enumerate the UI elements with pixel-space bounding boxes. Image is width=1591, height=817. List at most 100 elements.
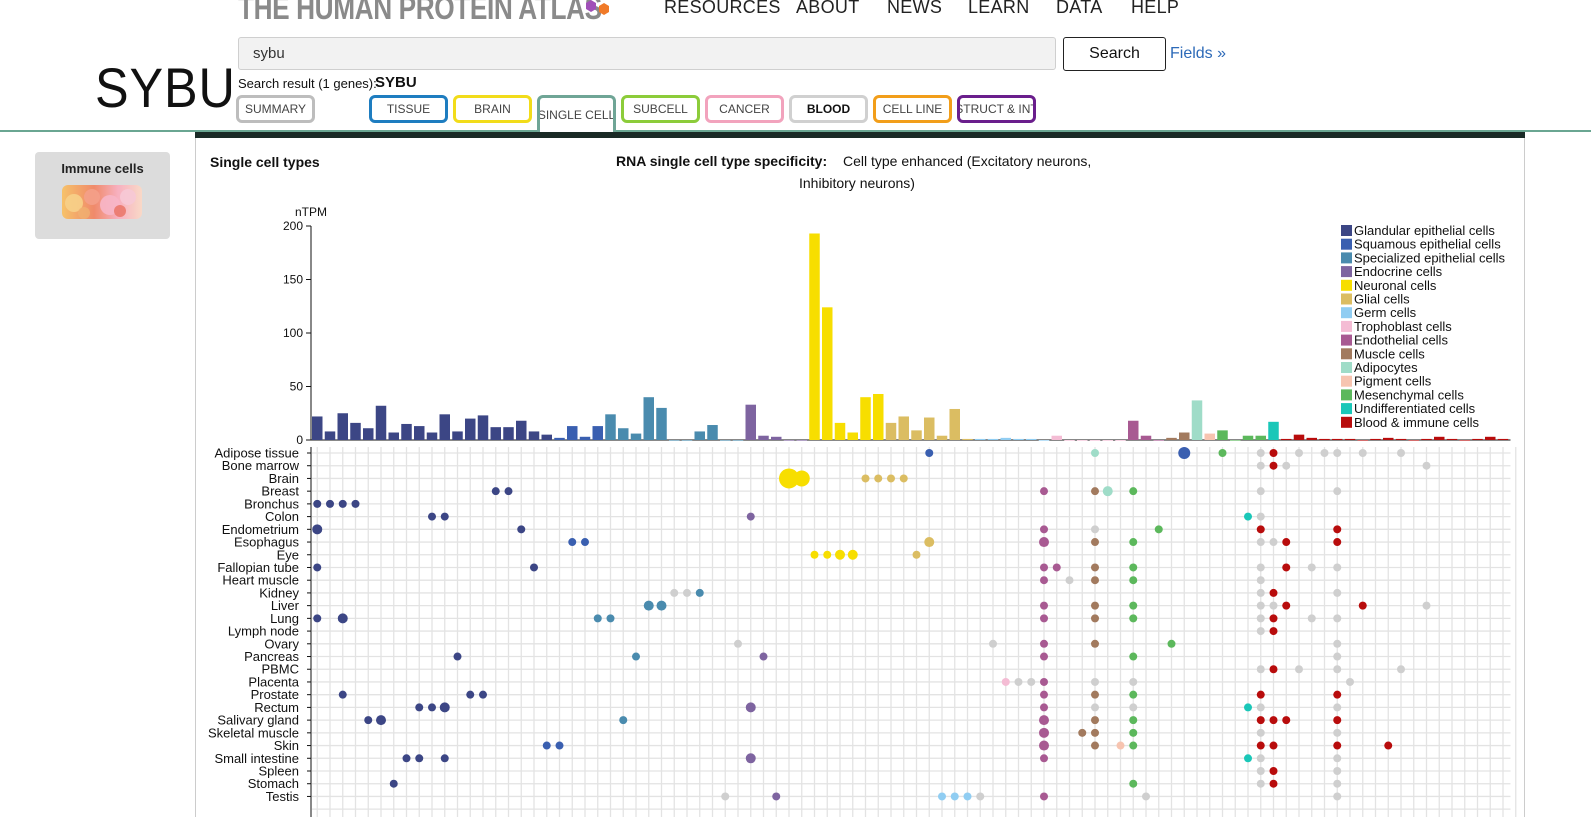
panel-topbar	[195, 132, 1525, 138]
tab-blood[interactable]: BLOOD	[789, 95, 868, 123]
bar	[1395, 438, 1407, 440]
tissue-dot	[1333, 728, 1342, 737]
bar	[414, 426, 425, 440]
bar	[1230, 440, 1241, 441]
bar	[1255, 435, 1266, 440]
bar	[758, 435, 769, 440]
bar	[975, 438, 986, 440]
tissue-dot	[1091, 677, 1099, 686]
tissue-dot	[439, 702, 450, 713]
tissue-dot	[338, 499, 347, 508]
single-cell-panel	[195, 133, 1525, 817]
tissue-dot	[1091, 741, 1099, 750]
bar	[1459, 440, 1470, 441]
tissue-dot	[1256, 627, 1265, 636]
bar	[1408, 440, 1419, 441]
tissue-dot	[1052, 563, 1061, 572]
tissue-dot	[1358, 601, 1367, 610]
tissue-dot	[1091, 449, 1099, 457]
tissue-dot	[1422, 461, 1431, 470]
tab-single-cell[interactable]: SINGLE CELL	[537, 95, 616, 132]
search-input[interactable]	[238, 37, 1056, 70]
tab-brain[interactable]: BRAIN	[453, 95, 532, 123]
legend-label: Endocrine cells	[1354, 264, 1443, 279]
fields-link[interactable]: Fields »	[1170, 45, 1227, 62]
nav-data[interactable]: DATA	[1056, 0, 1103, 17]
nav-news[interactable]: NEWS	[887, 0, 943, 17]
tissue-dot	[1129, 779, 1138, 788]
tissue-dot	[1269, 449, 1278, 457]
bar	[1357, 440, 1368, 441]
tissue-dot	[466, 690, 475, 699]
nav-resources[interactable]: RESOURCES	[664, 0, 781, 17]
tissue-dot	[1333, 716, 1342, 725]
tissue-label: Heart muscle	[222, 573, 299, 588]
tissue-label: Eye	[277, 547, 299, 562]
tissue-dot	[1333, 792, 1342, 801]
bar	[1332, 438, 1343, 440]
tissue-dot	[1040, 563, 1048, 572]
bar	[477, 415, 489, 440]
nav-about[interactable]: ABOUT	[796, 0, 860, 17]
tissue-dot	[1039, 537, 1049, 548]
y-axis-label: nTPM	[295, 205, 327, 219]
nav-learn[interactable]: LEARN	[968, 0, 1030, 17]
search-result-gene[interactable]: SYBU	[375, 74, 417, 91]
bar	[337, 413, 348, 440]
legend-label: Trophoblast cells	[1354, 319, 1452, 334]
bar	[465, 418, 476, 440]
tissue-dot	[1129, 741, 1138, 750]
tab-cell-line[interactable]: CELL LINE	[873, 95, 952, 123]
tissue-dot	[606, 614, 615, 623]
bar	[1166, 437, 1177, 440]
tissue-dot	[695, 588, 704, 597]
y-tick-label: 200	[283, 219, 303, 233]
tissue-label: Lymph node	[228, 624, 299, 639]
tissue-dot	[874, 474, 883, 483]
tissue-label: Salivary gland	[217, 713, 299, 728]
tissue-dot	[1142, 792, 1150, 801]
tissue-dot	[925, 449, 934, 457]
hpa-logo[interactable]: THE HUMAN PROTEIN ATLAS	[238, 0, 602, 26]
tissue-dot	[823, 550, 832, 559]
tissue-dot	[313, 563, 322, 572]
bar	[860, 397, 871, 440]
legend-label: Pigment cells	[1354, 374, 1432, 389]
tissue-dot	[1167, 639, 1176, 648]
tab-struct-int[interactable]: STRUCT & INT	[957, 95, 1036, 123]
bar	[1319, 438, 1330, 440]
bar	[1434, 436, 1445, 440]
tissue-dot	[632, 652, 640, 661]
tissue-dot	[1333, 652, 1342, 661]
bar	[1472, 438, 1483, 440]
bar	[567, 426, 578, 440]
tissue-dot	[938, 792, 946, 801]
tissue-dot	[1333, 754, 1342, 763]
bar	[962, 438, 973, 440]
tissue-dot	[1256, 538, 1265, 547]
tissue-dot	[1256, 779, 1265, 788]
hpa-logo-icon[interactable]	[585, 0, 611, 16]
tissue-dot	[1091, 576, 1099, 585]
bar	[1370, 438, 1381, 440]
tissue-dot	[1065, 576, 1074, 585]
bar	[1204, 433, 1215, 440]
bar	[1089, 440, 1101, 441]
tab-subcell[interactable]: SUBCELL	[621, 95, 700, 123]
tissue-dot	[1358, 449, 1367, 457]
tissue-dot	[1091, 716, 1099, 725]
tissue-dot	[1040, 792, 1048, 801]
tissue-label: Skin	[274, 738, 299, 753]
tab-summary[interactable]: SUMMARY	[236, 95, 315, 123]
nav-help[interactable]: HELP	[1131, 0, 1180, 17]
bar	[1344, 438, 1356, 440]
bar	[1446, 438, 1458, 440]
tab-tissue[interactable]: TISSUE	[369, 95, 448, 123]
tissue-dot	[428, 512, 436, 521]
immune-cells-image[interactable]	[62, 185, 142, 219]
tissue-dot	[1040, 487, 1048, 496]
tab-cancer[interactable]: CANCER	[705, 95, 784, 123]
search-button[interactable]: Search	[1063, 37, 1166, 71]
legend-swatch	[1341, 403, 1352, 415]
tissue-dot	[1040, 690, 1048, 699]
